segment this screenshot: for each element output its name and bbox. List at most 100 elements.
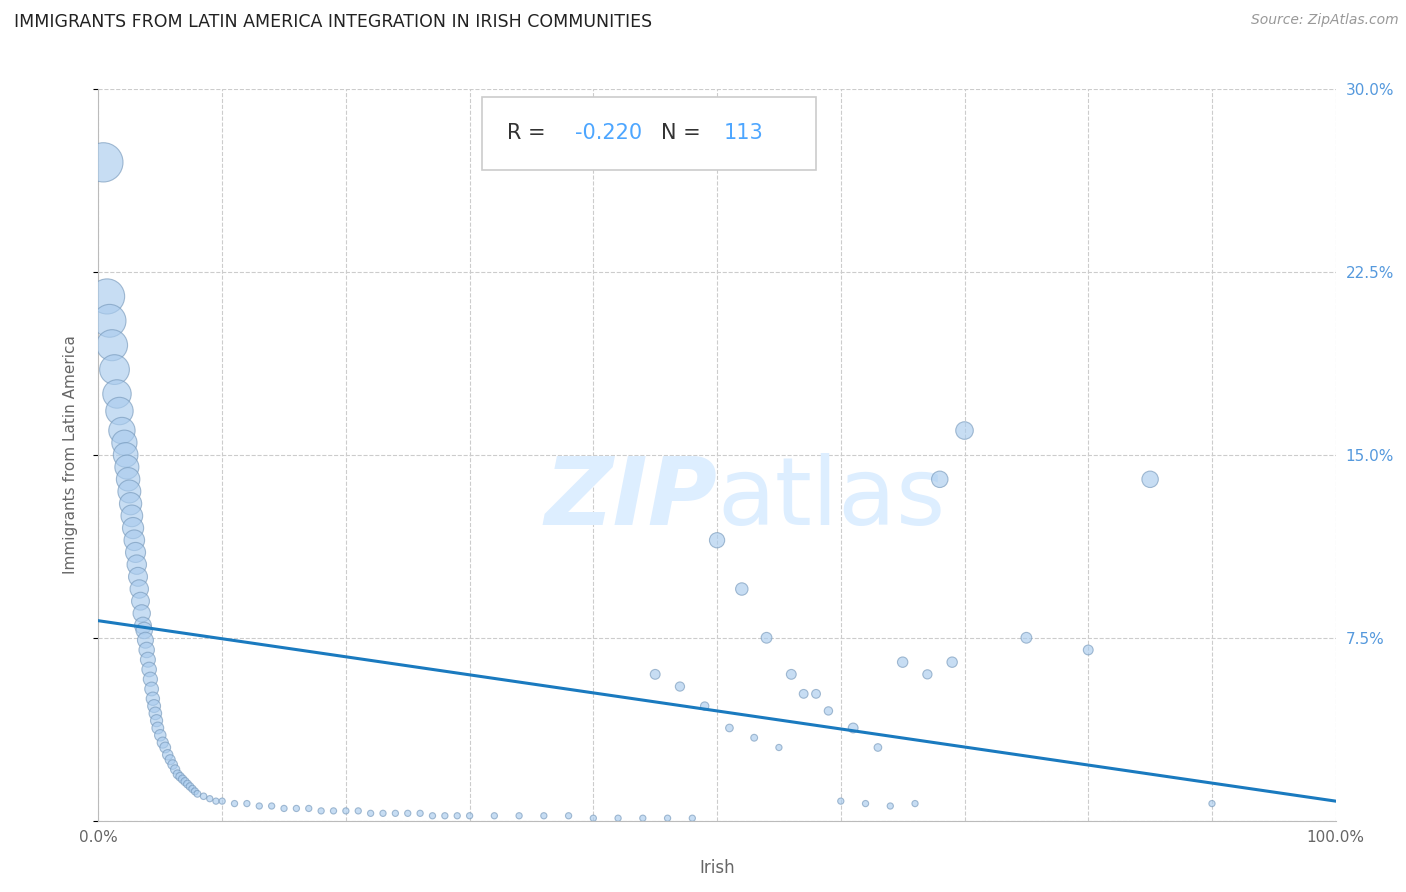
Point xyxy=(118,484,141,499)
Point xyxy=(607,811,630,825)
Point xyxy=(1015,631,1038,645)
Point xyxy=(139,672,162,686)
Point xyxy=(115,460,138,475)
Point xyxy=(136,653,159,667)
Point xyxy=(866,740,889,755)
Point xyxy=(108,404,131,418)
Point xyxy=(657,811,679,825)
Point xyxy=(384,806,406,821)
Point xyxy=(742,731,765,745)
Point xyxy=(582,811,605,825)
Point xyxy=(335,804,357,818)
Point xyxy=(855,797,877,811)
Point xyxy=(285,801,308,815)
Point xyxy=(179,780,201,794)
Point xyxy=(205,794,228,808)
Point xyxy=(458,809,481,823)
Point xyxy=(96,289,118,303)
Point xyxy=(124,545,146,559)
Point xyxy=(693,699,716,714)
Point xyxy=(98,314,121,328)
Point xyxy=(433,809,456,823)
Point xyxy=(111,424,134,438)
Point xyxy=(247,799,270,814)
Point xyxy=(681,811,703,825)
Point xyxy=(166,767,188,781)
Point xyxy=(176,777,198,791)
Point xyxy=(152,736,174,750)
Point xyxy=(533,809,555,823)
Point xyxy=(149,728,172,742)
Point xyxy=(117,472,139,486)
Point xyxy=(135,643,157,657)
Point xyxy=(127,570,149,584)
Point xyxy=(953,424,976,438)
Point xyxy=(174,774,197,789)
Point xyxy=(1139,472,1161,486)
Point xyxy=(193,789,215,804)
Point xyxy=(371,806,394,821)
Point xyxy=(557,809,579,823)
Point xyxy=(129,594,152,608)
Point xyxy=(644,667,666,681)
Point xyxy=(121,508,143,523)
Point xyxy=(879,799,901,814)
Point xyxy=(159,753,181,767)
Point xyxy=(134,633,156,648)
Text: IMMIGRANTS FROM LATIN AMERICA INTEGRATION IN IRISH COMMUNITIES: IMMIGRANTS FROM LATIN AMERICA INTEGRATIO… xyxy=(14,13,652,31)
Point xyxy=(198,791,221,805)
Point xyxy=(93,155,115,169)
Point xyxy=(138,663,160,677)
Point xyxy=(143,706,166,721)
Text: N =: N = xyxy=(661,123,707,143)
Point xyxy=(260,799,283,814)
Point xyxy=(165,763,187,777)
Point xyxy=(768,740,790,755)
Point xyxy=(508,809,530,823)
Point xyxy=(309,804,332,818)
Point xyxy=(396,806,419,821)
Point xyxy=(669,680,692,694)
Point xyxy=(172,772,194,787)
Point xyxy=(804,687,827,701)
Point xyxy=(941,655,963,669)
Point xyxy=(122,521,145,535)
Point xyxy=(125,558,148,572)
Point xyxy=(793,687,815,701)
Point xyxy=(731,582,754,596)
Point xyxy=(224,797,246,811)
Point xyxy=(891,655,914,669)
Point xyxy=(1077,643,1099,657)
Point xyxy=(298,801,321,815)
Text: ZIP: ZIP xyxy=(544,453,717,545)
Point xyxy=(105,387,128,401)
Point xyxy=(103,362,125,376)
Point xyxy=(128,582,150,596)
Text: 113: 113 xyxy=(723,123,763,143)
Point xyxy=(162,757,184,772)
Point xyxy=(124,533,146,548)
Point xyxy=(1201,797,1223,811)
Point xyxy=(169,770,191,784)
Point xyxy=(706,533,728,548)
Point xyxy=(755,631,778,645)
Point xyxy=(446,809,468,823)
Point xyxy=(132,618,155,632)
Point xyxy=(145,714,167,728)
Point xyxy=(422,809,444,823)
Point xyxy=(120,497,142,511)
Text: atlas: atlas xyxy=(717,453,945,545)
Bar xyxy=(482,96,815,169)
Text: Source: ZipAtlas.com: Source: ZipAtlas.com xyxy=(1251,13,1399,28)
Point xyxy=(112,435,135,450)
Point xyxy=(409,806,432,821)
Point xyxy=(484,809,506,823)
Point xyxy=(181,781,204,796)
X-axis label: Irish: Irish xyxy=(699,859,735,877)
Point xyxy=(718,721,741,735)
Point xyxy=(631,811,654,825)
Text: R =: R = xyxy=(506,123,553,143)
Point xyxy=(211,794,233,808)
Point xyxy=(131,607,153,621)
Point xyxy=(904,797,927,811)
